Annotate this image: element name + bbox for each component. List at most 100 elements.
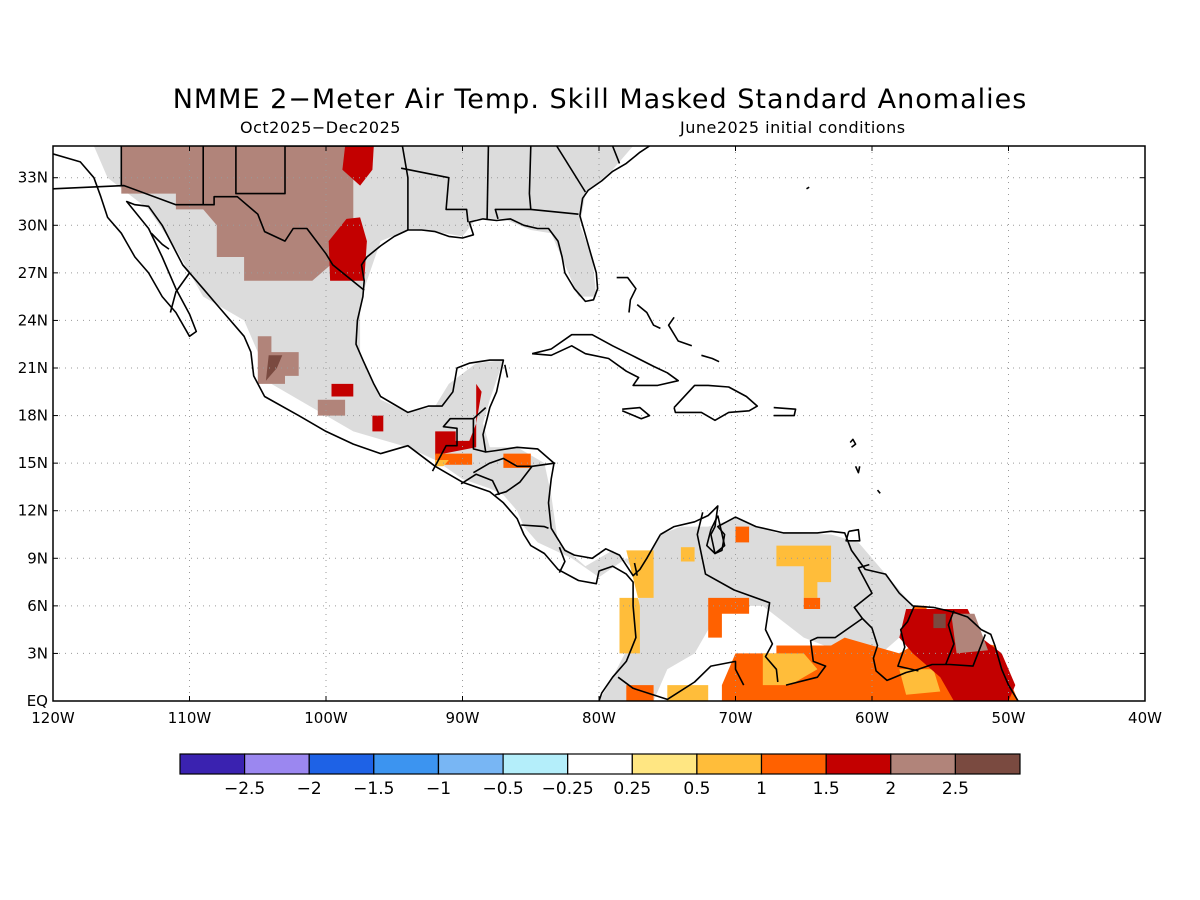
anomaly-region xyxy=(331,383,354,397)
coastline xyxy=(530,208,579,215)
lon-tick-label: 70W xyxy=(719,709,753,727)
anomaly-region xyxy=(342,146,374,186)
lon-tick-label: 100W xyxy=(304,709,348,727)
lat-tick-label: 18N xyxy=(18,407,48,425)
coastline xyxy=(806,186,810,190)
coastline xyxy=(504,364,509,378)
coastline xyxy=(486,146,490,219)
colorbar-swatch xyxy=(373,753,439,775)
lat-tick-label: 24N xyxy=(18,311,48,329)
colorbar-label: −2.5 xyxy=(224,779,265,799)
coastline xyxy=(696,512,779,683)
colorbar-swatch xyxy=(696,753,763,775)
lat-tick-label: 9N xyxy=(27,549,48,567)
coastline xyxy=(616,276,637,313)
valid-period-subtitle: Oct2025−Dec2025 xyxy=(240,118,401,137)
anomaly-region xyxy=(803,597,821,609)
colorbar-label: −0.25 xyxy=(542,779,594,799)
lat-tick-label: 30N xyxy=(18,216,48,234)
colorbar-swatch xyxy=(437,753,504,775)
anomaly-region xyxy=(762,653,818,686)
coastline xyxy=(785,617,863,686)
coastline xyxy=(845,528,861,542)
colorbar-swatch xyxy=(631,753,698,775)
anomaly-region xyxy=(951,613,988,654)
colorbar-swatch xyxy=(308,753,375,775)
coastline xyxy=(897,605,919,672)
coastline xyxy=(495,465,533,496)
coastline xyxy=(401,146,409,230)
colorbar-label: 2 xyxy=(885,779,896,799)
coastline xyxy=(673,384,759,422)
coastline xyxy=(460,473,501,496)
anomaly-region xyxy=(708,597,750,638)
colorbar-label: 0.25 xyxy=(613,779,651,799)
coastline xyxy=(621,406,651,420)
colorbar-swatch xyxy=(179,753,246,775)
lon-tick-label: 90W xyxy=(446,709,480,727)
anomaly-region xyxy=(933,613,946,629)
lon-tick-label: 50W xyxy=(992,709,1026,727)
coastline xyxy=(235,146,286,195)
lon-tick-label: 110W xyxy=(168,709,212,727)
coastline xyxy=(556,146,587,193)
colorbar-swatch xyxy=(760,753,827,775)
coastline xyxy=(773,406,797,417)
anomaly-region xyxy=(265,355,283,381)
colorbar-label: −2 xyxy=(297,779,322,799)
anomaly-region xyxy=(503,453,531,468)
anomaly-region xyxy=(776,545,832,598)
coastline xyxy=(53,184,365,291)
coastline xyxy=(660,505,1019,701)
anomaly-region xyxy=(317,399,346,416)
anomaly-region xyxy=(680,547,695,562)
lon-tick-label: 80W xyxy=(582,709,616,727)
lat-tick-label: 21N xyxy=(18,359,48,377)
map-title: NMME 2−Meter Air Temp. Skill Masked Stan… xyxy=(172,84,1028,115)
anomaly-region xyxy=(372,415,384,432)
coastline xyxy=(617,660,745,701)
coastline xyxy=(633,562,638,576)
anomaly-region xyxy=(328,217,367,281)
land-shading-region xyxy=(53,146,913,701)
lat-tick-label: 12N xyxy=(18,502,48,520)
coastline xyxy=(472,457,556,474)
coastline xyxy=(431,417,474,472)
coastline xyxy=(169,264,191,313)
anomaly-region xyxy=(619,550,654,654)
coastline xyxy=(667,316,693,347)
coastline xyxy=(400,167,469,223)
coastline xyxy=(611,146,621,164)
lat-tick-label: 6N xyxy=(27,597,48,615)
coastline xyxy=(355,146,662,577)
map-plot-area xyxy=(53,146,1145,701)
coastline xyxy=(150,232,170,250)
lat-tick-label: 15N xyxy=(18,454,48,472)
lat-tick-label: EQ xyxy=(27,692,48,710)
colorbar-label: −1 xyxy=(426,779,451,799)
lat-tick-label: 33N xyxy=(18,169,48,187)
coastline xyxy=(944,610,955,665)
coastline xyxy=(705,515,726,555)
colorbar: −2.5 −2 −1.5 −1 −0.5 −0.25 0.25 0.5 1 1.5 2 2.5 xyxy=(179,753,1021,799)
colorbar-swatch xyxy=(954,753,1021,775)
colorbar-swatch xyxy=(244,753,310,775)
colorbar-label: 0.5 xyxy=(683,779,710,799)
coastline xyxy=(472,418,486,453)
anomaly-region xyxy=(435,460,449,467)
coastline xyxy=(531,333,680,387)
coastline xyxy=(849,438,857,448)
colorbar-swatch xyxy=(890,753,956,775)
colorbar-label: 1 xyxy=(756,779,767,799)
lat-tick-label: 3N xyxy=(27,644,48,662)
anomaly-region xyxy=(121,146,354,281)
anomaly-region xyxy=(899,609,1016,701)
lon-tick-label: 60W xyxy=(855,709,889,727)
coastline xyxy=(854,465,861,474)
coastline xyxy=(701,354,720,363)
coastline xyxy=(521,524,549,529)
initial-conditions-subtitle: June2025 initial conditions xyxy=(680,118,906,137)
colorbar-label: −0.5 xyxy=(482,779,523,799)
